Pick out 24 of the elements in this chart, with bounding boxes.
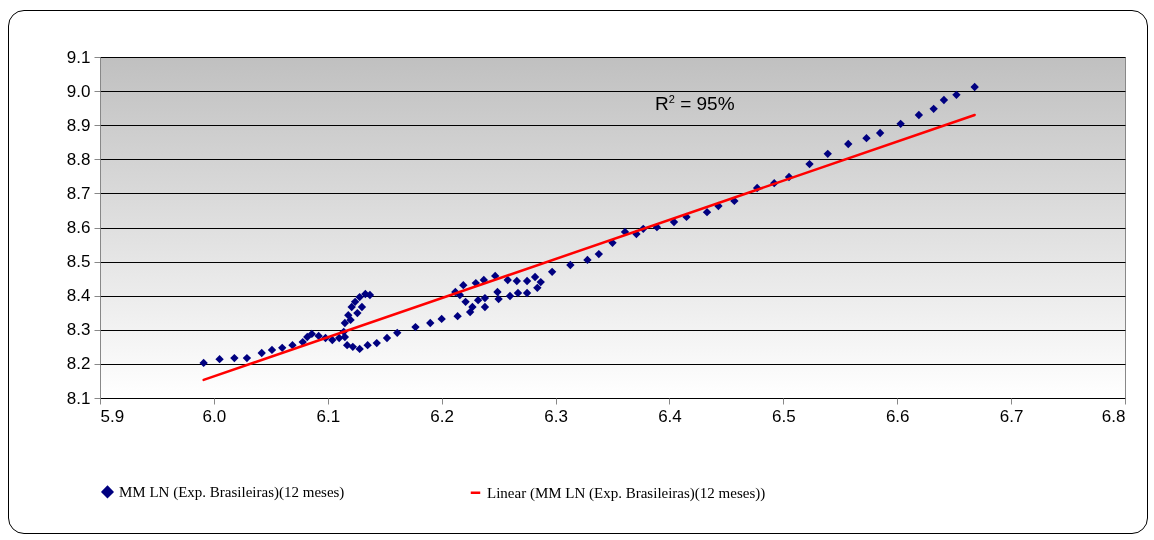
x-tick-label: 6.0: [202, 406, 227, 426]
y-tick-label: 8.9: [66, 115, 91, 135]
y-tick-label: 8.2: [66, 354, 91, 374]
annotation: R$^{2}$ = 95%: [655, 93, 735, 116]
x-tick-label: 6.7: [999, 406, 1024, 426]
y-tick-label: 8.1: [66, 388, 91, 408]
y-tick-label: 8.4: [66, 286, 91, 306]
y-tick-label: 9.0: [66, 81, 91, 101]
y-tick-label: 8.8: [66, 149, 91, 169]
y-tick-label: 8.7: [66, 183, 91, 203]
x-tick-label: 6.3: [544, 406, 568, 426]
y-tick-label: 8.5: [66, 252, 91, 272]
x-tick-label: 6.5: [772, 406, 796, 426]
x-tick-label: 6.8: [1101, 406, 1126, 426]
y-tick-label: 9.1: [66, 47, 91, 67]
x-tick-label: 6.6: [885, 406, 910, 426]
legend-label: MM LN (Exp. Brasileiras)(12 meses): [119, 483, 345, 501]
y-tick-label: 8.6: [66, 218, 91, 237]
x-tick-label: 6.1: [316, 406, 341, 426]
x-tick-label: 6.4: [658, 406, 682, 426]
x-tick-label: 5.9: [100, 406, 125, 426]
legend-label: Linear (MM LN (Exp. Brasileiras)(12 meses)): [487, 484, 766, 502]
x-tick-label: 6.2: [430, 406, 454, 426]
y-tick-label: 8.3: [66, 320, 91, 340]
